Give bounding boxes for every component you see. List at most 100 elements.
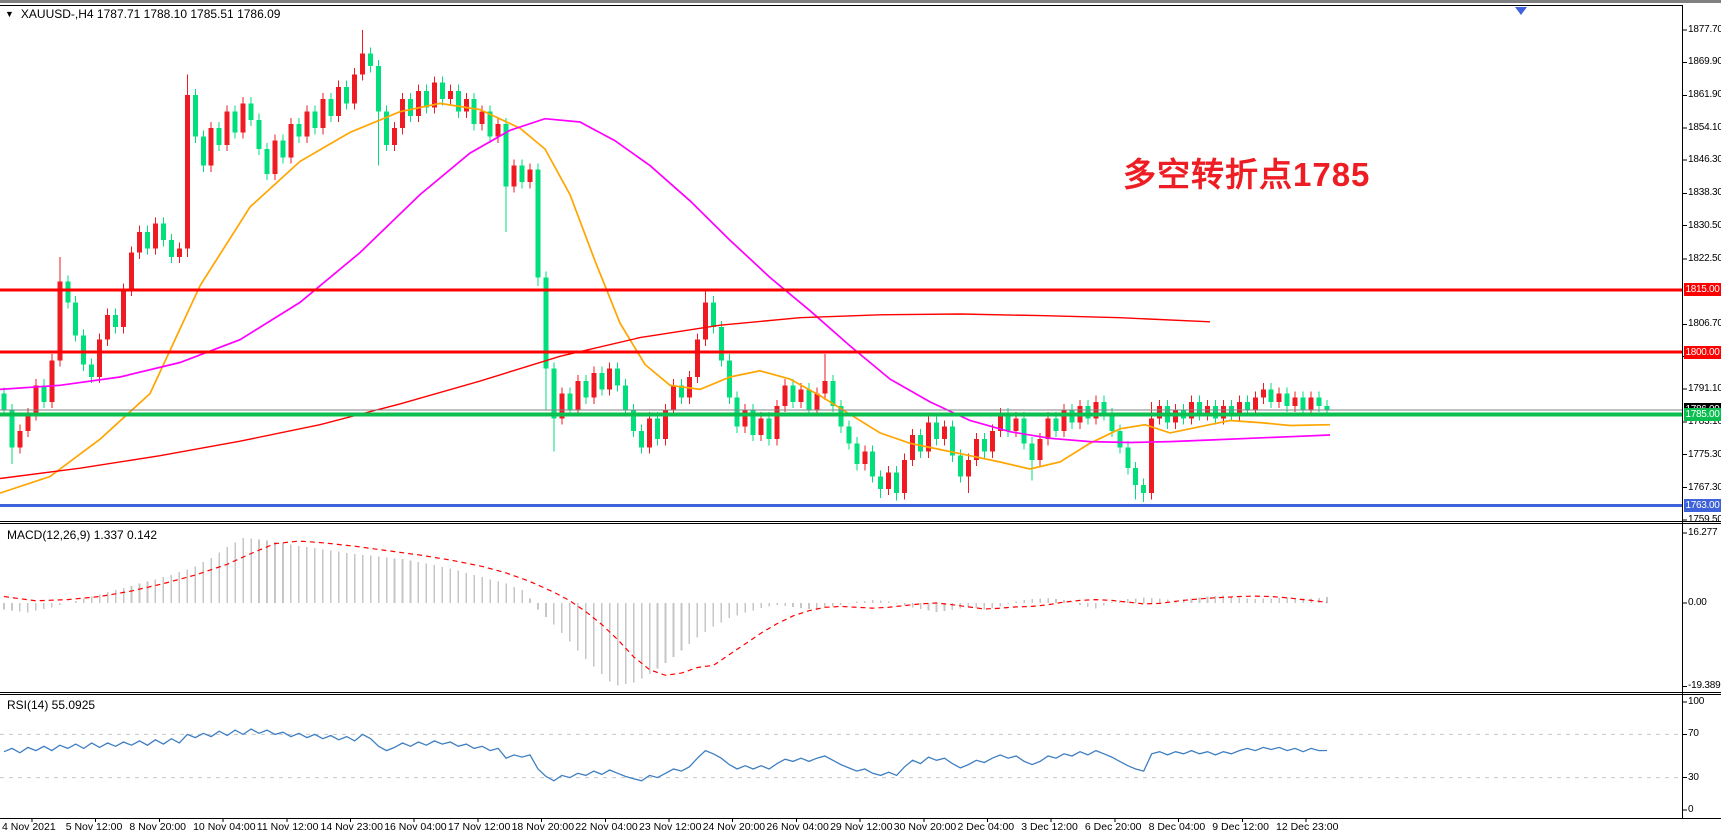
candle-body	[1085, 405, 1091, 419]
candle-body	[113, 314, 119, 328]
candle-body	[1109, 414, 1115, 431]
candle-body	[136, 231, 142, 253]
candle-body	[471, 99, 477, 125]
candle-body	[352, 74, 358, 104]
candle-body	[232, 111, 238, 133]
candle-body	[264, 148, 270, 174]
price-tick-label: 1861.90	[1688, 89, 1721, 101]
time-tick-label: 16 Nov 04:00	[384, 821, 447, 833]
candle-body	[415, 90, 421, 116]
slow-ma-red	[0, 313, 1211, 480]
candle-body	[559, 393, 565, 419]
candle-body	[806, 389, 812, 411]
candle-body	[694, 339, 700, 377]
candle-body	[1, 393, 7, 411]
horizontal-lines-layer	[0, 288, 1682, 507]
price-tick-label: 1767.30	[1688, 481, 1721, 493]
macd-tick-label: 0.00	[1688, 597, 1707, 608]
candle-body	[97, 339, 103, 377]
price-tick-label: 1854.10	[1688, 121, 1721, 133]
candle-body	[973, 439, 979, 460]
candle-body	[615, 368, 621, 386]
candle-body	[814, 393, 820, 411]
candle-body	[240, 103, 246, 133]
candle-body	[957, 455, 963, 477]
candle-body	[439, 82, 445, 100]
candle-body	[360, 53, 366, 75]
rsi-tick-label: 100	[1688, 696, 1705, 707]
macd-signal-line	[3, 540, 1328, 676]
candle-body	[479, 111, 485, 125]
price-tick-label: 1783.10	[1688, 416, 1721, 428]
candle-body	[184, 95, 190, 249]
candle-body	[1300, 397, 1306, 411]
candle-body	[583, 381, 589, 398]
candle-body	[1212, 405, 1218, 419]
candle-body	[894, 472, 900, 494]
candle-body	[663, 410, 669, 440]
candle-body	[376, 66, 382, 112]
candle-body	[1029, 443, 1035, 460]
candle-body	[312, 111, 318, 129]
fast-ma-orange	[0, 102, 1331, 494]
time-tick-label: 9 Dec 12:00	[1212, 821, 1269, 833]
time-tick-label: 23 Nov 12:00	[639, 821, 702, 833]
rsi-indicator-label: RSI(14) 55.0925	[7, 698, 96, 712]
candle-body	[734, 397, 740, 427]
candle-body	[1005, 414, 1011, 431]
candle-body	[344, 86, 350, 104]
candle-body	[886, 472, 892, 489]
candle-body	[216, 128, 222, 145]
candle-body	[49, 360, 55, 402]
macd-indicator-label: MACD(12,26,9) 1.337 0.142	[7, 528, 158, 542]
rsi-line	[3, 728, 1328, 782]
time-tick-label: 29 Nov 12:00	[830, 821, 893, 833]
candle-body	[965, 459, 971, 477]
candle-body	[9, 410, 15, 448]
candle-body	[224, 111, 230, 145]
rsi-levels	[0, 733, 1682, 779]
candle-body	[838, 405, 844, 427]
candle-body	[168, 240, 174, 257]
candle-body	[1141, 484, 1147, 494]
candle-body	[463, 99, 469, 112]
candle-body	[431, 82, 437, 108]
candle-body	[846, 426, 852, 444]
candle-body	[710, 302, 716, 328]
candle-body	[320, 99, 326, 129]
candle-body	[256, 119, 262, 149]
candle-body	[1069, 410, 1075, 423]
price-annotation-text[interactable]: 多空转折点1785	[1123, 156, 1371, 193]
candle-body	[910, 435, 916, 460]
candle-body	[41, 385, 47, 402]
candle-body	[1117, 430, 1123, 448]
slow-ma-red-line	[0, 313, 1211, 480]
candle-body	[423, 90, 429, 108]
candle-body	[1125, 447, 1131, 469]
candle-body	[328, 99, 334, 116]
chart-shift-marker-icon[interactable]	[1515, 7, 1527, 15]
candle-body	[1149, 418, 1155, 494]
candle-body	[790, 385, 796, 402]
candle-body	[655, 418, 661, 440]
candle-body	[631, 410, 637, 431]
rsi-line	[3, 728, 1328, 782]
symbol-dropdown-icon[interactable]: ▼	[5, 9, 14, 19]
candle-body	[81, 335, 87, 365]
candle-body	[607, 368, 613, 390]
candle-body	[208, 128, 214, 166]
candle-body	[1292, 397, 1298, 406]
candle-body	[447, 90, 453, 100]
candle-body	[65, 281, 71, 303]
candle-body	[933, 422, 939, 440]
candle-body	[1260, 389, 1266, 398]
candle-body	[798, 389, 804, 402]
candle-body	[774, 405, 780, 440]
rsi-tick-label: 70	[1688, 728, 1699, 740]
candle-body	[870, 451, 876, 477]
candle-body	[750, 410, 756, 436]
candle-body	[368, 53, 374, 67]
candle-body	[1276, 393, 1282, 402]
